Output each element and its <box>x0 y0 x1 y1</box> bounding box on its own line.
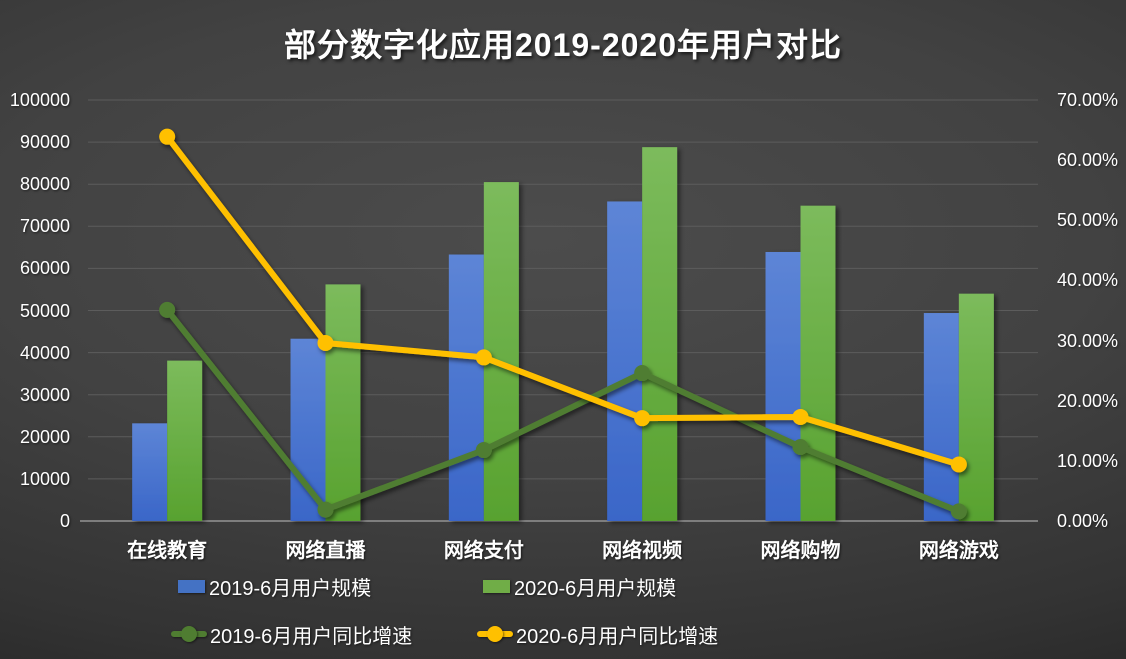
legend-swatch-2020-line <box>477 625 513 643</box>
left-axis-tick: 50000 <box>19 300 70 321</box>
bar-2019-6月用户规模-网络视频 <box>607 201 643 521</box>
marker-2019-6月用户同比增速-网络支付 <box>475 442 492 459</box>
marker-2019-6月用户同比增速-网络游戏 <box>950 503 967 520</box>
legend-item-2019-growth: 2019-6月用户同比增速 <box>171 620 412 648</box>
bar-2020-6月用户规模-网络游戏 <box>958 293 994 521</box>
left-axis-tick: 30000 <box>19 384 70 405</box>
legend-label: 2019-6月用户规模 <box>209 577 372 600</box>
right-axis-tick: 30.00% <box>1057 330 1119 351</box>
line-2019-6月用户同比增速 <box>164 306 962 515</box>
right-axis-tick: 0.00% <box>1057 511 1109 531</box>
marker-2019-6月用户同比增速-网络视频 <box>634 365 651 382</box>
left-axis-tick: 0 <box>59 511 70 531</box>
legend-item-2019-users: 2019-6月用户规模 <box>178 572 371 600</box>
line-series-2020-6月用户同比增速 <box>159 128 967 473</box>
legend-swatch-2019-line <box>171 625 207 643</box>
marker-2019-6月用户同比增速-网络直播 <box>317 501 334 518</box>
left-axis-tick: 80000 <box>19 174 70 195</box>
category-label-在线教育: 在线教育 <box>127 540 208 562</box>
bar-2019-6月用户规模-网络支付 <box>448 254 484 521</box>
line-series-2019-6月用户同比增速 <box>159 301 967 520</box>
left-axis-tick: 70000 <box>19 216 70 237</box>
marker-2019-6月用户同比增速-网络购物 <box>792 439 809 456</box>
legend-label: 2020-6月用户规模 <box>514 577 677 600</box>
marker-2020-6月用户同比增速-网络支付 <box>475 349 492 366</box>
left-axis-tick: 40000 <box>19 342 70 363</box>
right-axis-tick: 10.00% <box>1057 450 1119 471</box>
legend-item-2020-users: 2020-6月用户规模 <box>483 572 676 600</box>
bar-2020-6月用户规模-网络购物 <box>800 205 836 521</box>
right-axis-tick: 40.00% <box>1057 270 1119 291</box>
bar-2020-6月用户规模-网络直播 <box>325 284 361 521</box>
left-axis-tick: 90000 <box>19 132 70 153</box>
marker-2020-6月用户同比增速-网络购物 <box>792 408 809 425</box>
legend-item-2020-growth: 2020-6月用户同比增速 <box>477 620 718 648</box>
right-axis-tick: 60.00% <box>1057 150 1119 171</box>
marker-2019-6月用户同比增速-在线教育 <box>159 301 176 318</box>
category-label-网络游戏: 网络游戏 <box>918 540 999 562</box>
gridlines <box>80 99 1038 522</box>
bar-2020-6月用户规模-网络支付 <box>483 182 519 521</box>
right-axis-tick: 50.00% <box>1057 210 1119 231</box>
bar-2019-6月用户规模-在线教育 <box>132 423 168 521</box>
left-axis-tick: 20000 <box>19 426 70 447</box>
legend-swatch-2020-bar <box>483 579 510 593</box>
legend-label: 2019-6月用户同比增速 <box>210 625 413 648</box>
legend-label: 2020-6月用户同比增速 <box>516 625 719 648</box>
bar-2020-6月用户规模-网络视频 <box>642 147 678 522</box>
left-axis-tick: 100000 <box>9 90 70 110</box>
marker-2020-6月用户同比增速-网络视频 <box>634 410 651 427</box>
bars <box>132 147 994 522</box>
right-axis-tick: 70.00% <box>1057 90 1119 110</box>
category-label-网络视频: 网络视频 <box>602 540 683 562</box>
bar-2020-6月用户规模-在线教育 <box>167 360 203 521</box>
bar-2019-6月用户规模-网络游戏 <box>923 313 959 521</box>
line-2020-6月用户同比增速 <box>164 133 962 468</box>
category-label-网络购物: 网络购物 <box>760 540 841 562</box>
bar-2019-6月用户规模-网络购物 <box>765 251 801 521</box>
marker-2020-6月用户同比增速-在线教育 <box>159 128 176 145</box>
category-label-网络直播: 网络直播 <box>285 540 366 562</box>
legend-swatch-2019-bar <box>178 579 205 593</box>
marker-2020-6月用户同比增速-网络游戏 <box>950 456 967 473</box>
chart-title: 部分数字化应用2019-2020年用户对比 <box>283 27 843 63</box>
left-axis-tick: 10000 <box>19 468 70 489</box>
left-axis-tick: 60000 <box>19 258 70 279</box>
right-axis-tick: 20.00% <box>1057 390 1119 411</box>
marker-2020-6月用户同比增速-网络直播 <box>317 334 334 351</box>
category-label-网络支付: 网络支付 <box>443 540 524 562</box>
bar-2019-6月用户规模-网络直播 <box>290 338 326 521</box>
